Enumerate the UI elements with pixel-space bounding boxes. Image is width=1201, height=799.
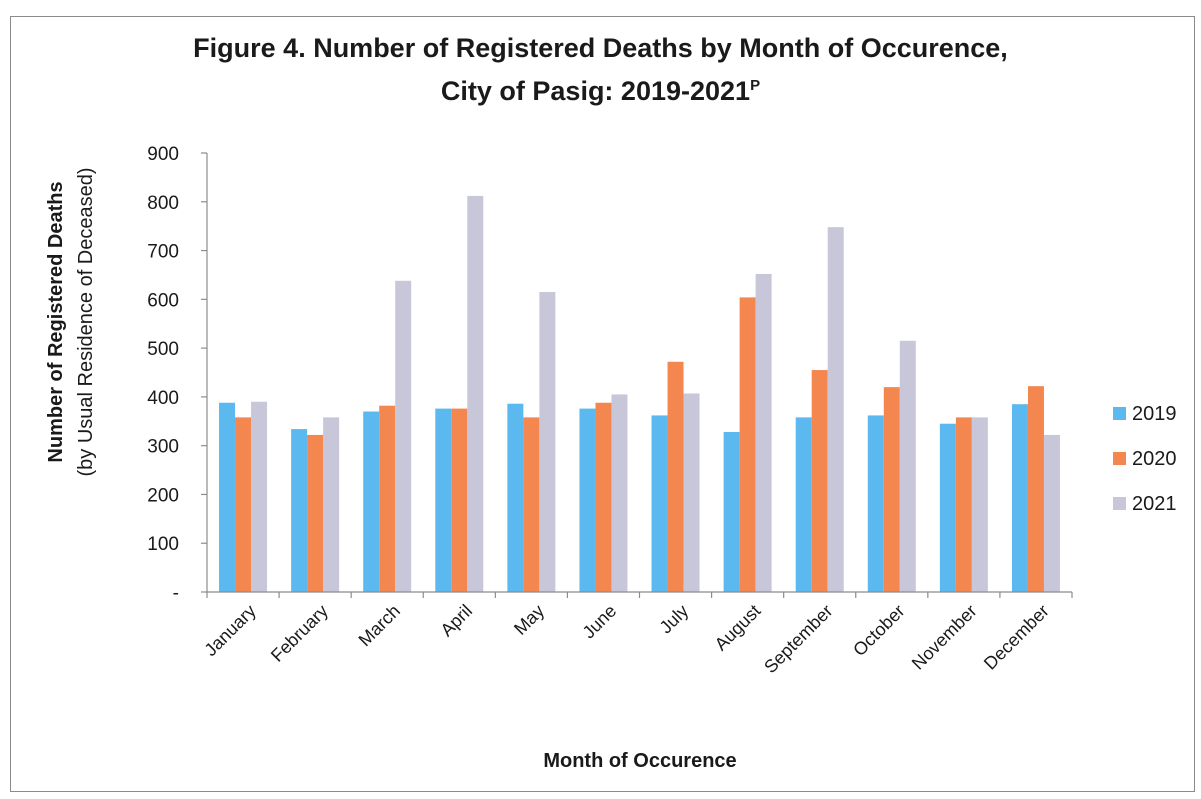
bar-2020-november xyxy=(955,417,972,592)
bar-2019-august xyxy=(723,432,740,592)
bar-2021-september xyxy=(827,227,844,593)
y-tick-label: 200 xyxy=(147,485,179,506)
bar-2021-june xyxy=(611,394,628,592)
y-tick-label: 700 xyxy=(147,242,179,263)
y-tick-label: 400 xyxy=(147,388,179,409)
y-axis-title-line2: (by Usual Residence of Deceased) xyxy=(75,167,97,476)
chart-title-line2-text: City of Pasig: 2019-2021 xyxy=(440,76,751,106)
bar-2020-may xyxy=(523,417,540,592)
bar-2021-december xyxy=(1043,434,1060,592)
bar-2021-july xyxy=(683,393,700,592)
bar-2019-april xyxy=(435,408,452,592)
x-tick-label: October xyxy=(849,601,908,660)
bar-2019-september xyxy=(795,417,812,592)
x-tick-label: June xyxy=(579,601,621,643)
bar-2019-march xyxy=(363,411,380,592)
bar-2019-december xyxy=(1011,404,1028,592)
bar-2020-september xyxy=(811,370,828,592)
legend-label-2020: 2020 xyxy=(1132,448,1177,470)
bar-2020-august xyxy=(739,297,756,592)
legend-label-2019: 2019 xyxy=(1132,403,1177,425)
legend-label-2021: 2021 xyxy=(1132,493,1177,515)
y-tick-label: 100 xyxy=(147,534,179,555)
bar-2020-april xyxy=(451,408,468,592)
bar-2020-october xyxy=(883,387,900,592)
plot-area: - 100 200 300 400 500 600 700 800 900 January Febru… xyxy=(147,144,1073,677)
x-tick-label: September xyxy=(760,601,836,677)
x-tick-label: December xyxy=(980,601,1053,674)
y-tick-label: 900 xyxy=(147,144,179,165)
bar-2020-january xyxy=(235,417,252,592)
y-tick-label: 600 xyxy=(147,290,179,311)
chart-title-line2: City of Pasig: 2019-2021P xyxy=(0,67,1201,110)
bar-2021-march xyxy=(395,280,412,592)
bar-2020-february xyxy=(307,434,324,592)
bar-2019-february xyxy=(291,429,308,592)
x-tick-label: April xyxy=(437,601,477,641)
x-tick-label: July xyxy=(656,601,693,638)
bar-2020-june xyxy=(595,402,612,592)
bar-2019-november xyxy=(939,423,956,592)
chart-title: Figure 4. Number of Registered Deaths by… xyxy=(0,30,1201,110)
bar-2021-february xyxy=(323,417,340,592)
y-tick-label: - xyxy=(173,583,179,604)
x-tick-label: November xyxy=(908,601,981,674)
x-axis-title: Month of Occurence xyxy=(543,750,736,772)
chart-title-line1: Figure 4. Number of Registered Deaths by… xyxy=(193,33,1008,63)
x-tick-label: March xyxy=(355,601,405,651)
bar-2021-may xyxy=(539,292,556,592)
bar-2019-october xyxy=(867,415,884,592)
legend-swatch-2021 xyxy=(1113,497,1126,510)
legend: 2019 2020 2021 xyxy=(1113,403,1177,515)
y-tick-label: 500 xyxy=(147,339,179,360)
y-tick-label: 800 xyxy=(147,193,179,214)
x-tick-label: May xyxy=(510,601,548,639)
y-axis-title: Number of Registered Deaths (by Usual Re… xyxy=(45,167,97,476)
x-tick-label: February xyxy=(267,601,332,666)
bar-2020-december xyxy=(1027,386,1044,592)
bar-2020-march xyxy=(379,405,396,592)
bar-2019-july xyxy=(651,415,668,592)
legend-swatch-2019 xyxy=(1113,407,1126,420)
bar-2019-january xyxy=(219,402,236,592)
bar-2021-august xyxy=(755,273,772,592)
bar-2021-october xyxy=(899,340,916,592)
x-tick-label: August xyxy=(711,601,765,655)
bar-2019-may xyxy=(507,403,524,592)
y-axis-title-line1: Number of Registered Deaths xyxy=(45,181,67,462)
bar-2020-july xyxy=(667,361,684,592)
chart-title-superscript: P xyxy=(750,77,761,94)
x-tick-label: January xyxy=(200,601,259,660)
bar-2019-june xyxy=(579,408,596,592)
bar-2021-april xyxy=(467,195,484,592)
bar-2021-november xyxy=(971,417,988,592)
legend-swatch-2020 xyxy=(1113,452,1126,465)
bar-2021-january xyxy=(251,401,268,592)
y-tick-label: 300 xyxy=(147,437,179,458)
